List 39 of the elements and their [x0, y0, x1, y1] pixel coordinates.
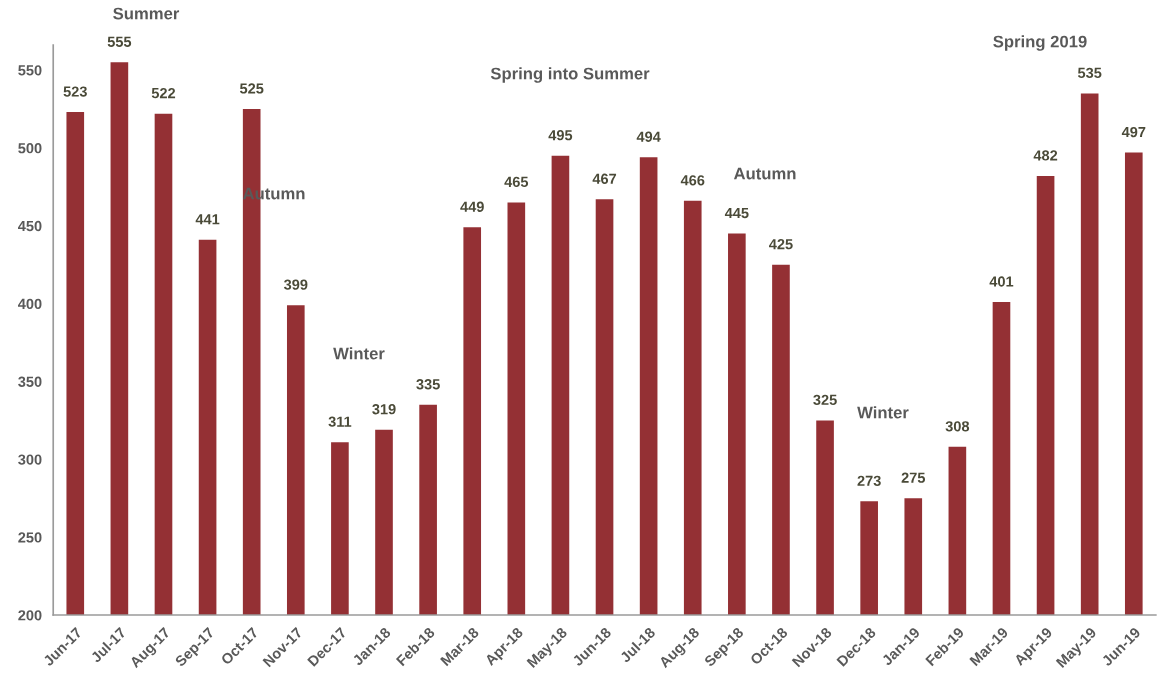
data-label: 535 [1077, 67, 1102, 79]
data-label: 449 [460, 201, 484, 212]
y-tick-label: 550 [18, 65, 42, 76]
annotation: Spring into Summer [490, 67, 650, 83]
data-label: 445 [724, 208, 749, 219]
y-tick-label: 200 [18, 610, 42, 621]
annotation: Winter [333, 347, 385, 360]
data-label: 308 [945, 421, 970, 432]
y-tick-label: 300 [18, 454, 42, 465]
data-label: 311 [328, 416, 352, 427]
data-label: 482 [1033, 150, 1058, 161]
data-label: 425 [769, 238, 793, 250]
data-label: 273 [857, 475, 881, 486]
data-label: 495 [548, 130, 573, 141]
data-label: 466 [680, 175, 705, 186]
data-label: 275 [901, 472, 926, 483]
data-label: 319 [372, 404, 396, 415]
y-tick-label: 450 [18, 220, 42, 232]
annotation: Spring 2019 [993, 35, 1087, 51]
y-tick-label: 250 [18, 532, 42, 543]
y-tick-label: 400 [18, 298, 42, 310]
y-tick-label: 350 [18, 376, 42, 387]
data-label: 467 [592, 173, 617, 184]
data-label: 465 [504, 176, 529, 188]
data-label: 399 [283, 279, 308, 290]
data-label: 523 [63, 86, 87, 97]
y-tick-label: 500 [18, 143, 42, 154]
data-label: 522 [151, 87, 176, 99]
data-label: 401 [989, 276, 1014, 287]
annotation: Autumn [733, 167, 796, 180]
data-label: 494 [636, 131, 661, 142]
data-label: 525 [239, 83, 264, 94]
data-label: 441 [195, 214, 220, 225]
text: Summer [113, 7, 180, 20]
data-label: 555 [107, 36, 132, 47]
data-label: 325 [813, 394, 837, 406]
annotation: Winter [857, 406, 909, 419]
data-label: 497 [1121, 126, 1146, 138]
data-label: 335 [416, 379, 440, 390]
